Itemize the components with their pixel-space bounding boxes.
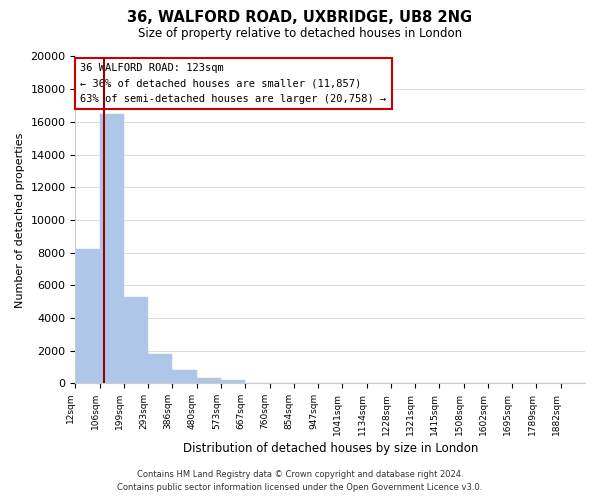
Y-axis label: Number of detached properties: Number of detached properties xyxy=(15,132,25,308)
Bar xyxy=(148,354,172,383)
X-axis label: Distribution of detached houses by size in London: Distribution of detached houses by size … xyxy=(182,442,478,455)
Text: Size of property relative to detached houses in London: Size of property relative to detached ho… xyxy=(138,28,462,40)
Bar xyxy=(76,250,100,383)
Bar xyxy=(124,296,148,383)
Text: 36 WALFORD ROAD: 123sqm
← 36% of detached houses are smaller (11,857)
63% of sem: 36 WALFORD ROAD: 123sqm ← 36% of detache… xyxy=(80,63,387,104)
Text: 36, WALFORD ROAD, UXBRIDGE, UB8 2NG: 36, WALFORD ROAD, UXBRIDGE, UB8 2NG xyxy=(127,10,473,25)
Text: Contains HM Land Registry data © Crown copyright and database right 2024.
Contai: Contains HM Land Registry data © Crown c… xyxy=(118,470,482,492)
Bar xyxy=(100,114,124,383)
Bar xyxy=(172,370,197,383)
Bar xyxy=(197,378,221,383)
Bar xyxy=(221,380,245,383)
